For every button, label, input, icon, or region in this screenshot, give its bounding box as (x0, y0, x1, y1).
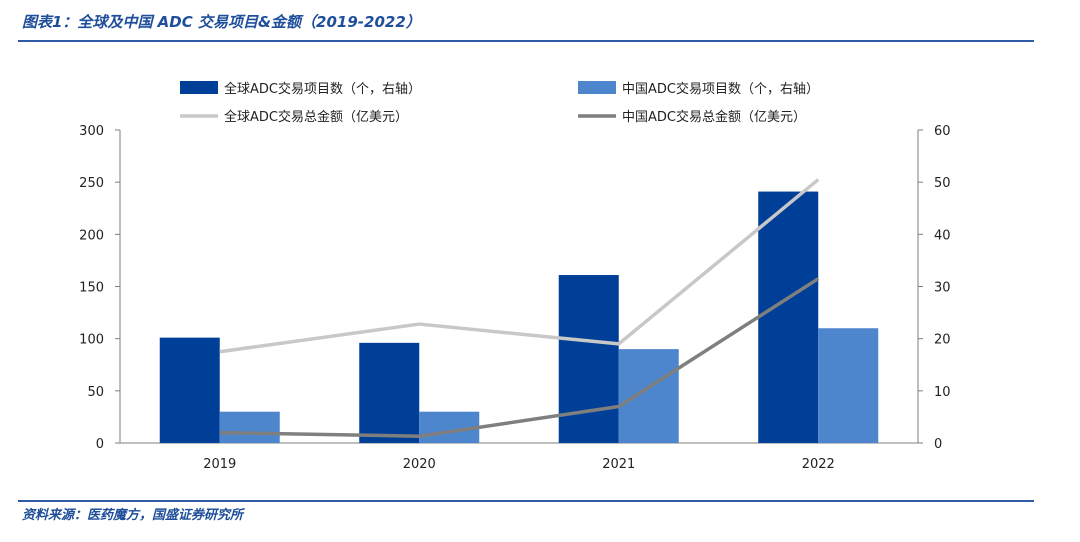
right-tick-label: 0 (934, 437, 942, 452)
left-tick-label: 250 (79, 176, 104, 191)
source-note: 资料来源：医药魔方，国盛证券研究所 (22, 508, 244, 523)
bar-china-2019 (219, 411, 280, 443)
legend-label-3: 中国ADC交易总金额（亿美元） (622, 109, 806, 125)
bar-china-2021 (618, 349, 679, 443)
left-tick-label: 50 (87, 385, 104, 400)
bar-global-2022 (758, 191, 819, 443)
right-tick-label: 10 (934, 385, 951, 400)
bar-global-2021 (558, 275, 619, 443)
bar-global-2020 (359, 342, 420, 443)
left-tick-label: 100 (79, 333, 104, 348)
x-tick-label: 2019 (203, 457, 236, 472)
bottom-rule (18, 500, 1034, 502)
legend-label-2: 全球ADC交易总金额（亿美元） (224, 109, 408, 125)
left-tick-label: 0 (96, 437, 104, 452)
right-tick-label: 50 (934, 176, 951, 191)
top-rule (18, 40, 1034, 42)
bar-china-2022 (818, 328, 879, 443)
line-china-amount (219, 277, 820, 438)
line-global-amount (219, 178, 820, 354)
right-tick-label: 60 (934, 124, 951, 139)
legend-label-1: 中国ADC交易项目数（个，右轴） (622, 81, 819, 97)
figure-title: 图表1：全球及中国 ADC 交易项目&金额（2019-2022） (22, 13, 421, 31)
legend-swatch-1 (578, 81, 616, 94)
left-tick-label: 150 (79, 281, 104, 296)
legend-swatch-0 (180, 81, 218, 94)
right-tick-label: 30 (934, 281, 951, 296)
legend-label-0: 全球ADC交易项目数（个，右轴） (224, 81, 421, 97)
right-tick-label: 40 (934, 228, 951, 243)
bar-global-2019 (159, 337, 220, 443)
x-tick-label: 2022 (802, 457, 835, 472)
chart: 0 50 100 150 200 250 300 0 10 20 30 40 50 60 2019 2020 2… (79, 81, 951, 472)
x-tick-label: 2020 (403, 457, 436, 472)
right-tick-label: 20 (934, 333, 951, 348)
left-tick-label: 300 (79, 124, 104, 139)
left-tick-label: 200 (79, 228, 104, 243)
x-tick-label: 2021 (602, 457, 635, 472)
